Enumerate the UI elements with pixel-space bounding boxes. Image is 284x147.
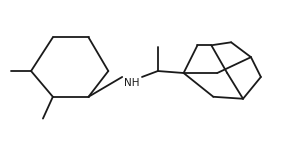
Text: NH: NH: [124, 78, 140, 88]
